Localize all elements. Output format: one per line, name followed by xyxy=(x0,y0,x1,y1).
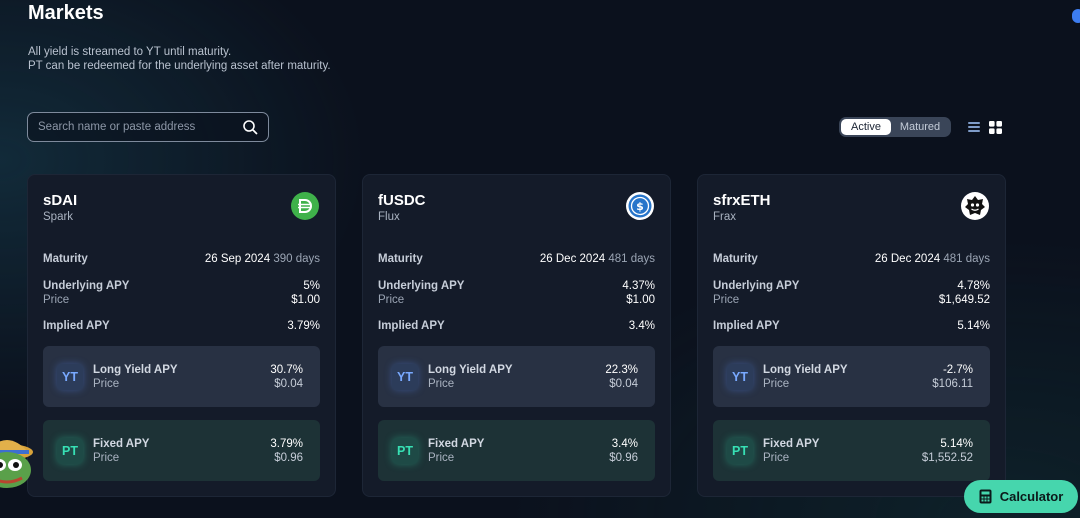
yt-apy: 22.3% xyxy=(605,363,638,376)
yt-box[interactable]: YT Long Yield APY Price -2.7% $106.11 xyxy=(713,346,990,407)
implied-apy-label: Implied APY xyxy=(378,320,445,332)
maturity-date: 26 Dec 2024 xyxy=(874,253,941,265)
yt-price-label: Price xyxy=(93,377,120,390)
yt-label: Long Yield APY xyxy=(93,363,178,376)
market-protocol: Flux xyxy=(378,211,400,223)
pt-badge: PT xyxy=(727,437,753,464)
pt-price-label: Price xyxy=(93,451,120,464)
market-card-sfrxeth[interactable]: sfrxETH Frax Maturity 26 Dec 2024 481 da… xyxy=(697,174,1006,497)
price-label: Price xyxy=(713,294,740,306)
list-view-icon[interactable] xyxy=(968,121,980,133)
usdc-icon: $ xyxy=(626,192,654,220)
search-input[interactable] xyxy=(38,121,242,133)
market-protocol: Frax xyxy=(713,211,736,223)
yt-label: Long Yield APY xyxy=(763,363,848,376)
price-label: Price xyxy=(43,294,70,306)
maturity-label: Maturity xyxy=(713,253,758,265)
pt-price: $1,552.52 xyxy=(921,451,973,464)
pt-badge: PT xyxy=(392,437,418,464)
search-box[interactable] xyxy=(27,112,269,142)
subtitle-line-1: All yield is streamed to YT until maturi… xyxy=(28,46,232,58)
pt-box[interactable]: PT Fixed APY Price 3.4% $0.96 xyxy=(378,420,655,481)
toggle-matured[interactable]: Matured xyxy=(899,121,941,133)
yt-price: $106.11 xyxy=(932,377,973,390)
implied-apy-label: Implied APY xyxy=(43,320,110,332)
maturity-days: 390 days xyxy=(273,253,320,265)
underlying-apy-label: Underlying APY xyxy=(713,280,800,292)
market-name: fUSDC xyxy=(378,192,426,209)
price-label: Price xyxy=(378,294,405,306)
maturity-label: Maturity xyxy=(378,253,423,265)
page-title: Markets xyxy=(28,2,104,24)
yt-box[interactable]: YT Long Yield APY Price 30.7% $0.04 xyxy=(43,346,320,407)
yt-apy: -2.7% xyxy=(942,363,973,376)
maturity-date: 26 Dec 2024 xyxy=(539,253,606,265)
pt-label: Fixed APY xyxy=(93,437,150,450)
underlying-apy-label: Underlying APY xyxy=(43,280,130,292)
implied-apy-label: Implied APY xyxy=(713,320,780,332)
implied-apy-value: 3.4% xyxy=(628,320,655,332)
grid-view-icon[interactable] xyxy=(989,121,1002,134)
calculator-button[interactable]: Calculator xyxy=(964,480,1078,513)
pt-box[interactable]: PT Fixed APY Price 5.14% $1,552.52 xyxy=(713,420,990,481)
pt-apy: 3.4% xyxy=(611,437,638,450)
yt-price-label: Price xyxy=(763,377,790,390)
pt-price-label: Price xyxy=(763,451,790,464)
implied-apy-value: 5.14% xyxy=(957,320,990,332)
mascot-avatar-icon[interactable] xyxy=(0,432,34,490)
yt-box[interactable]: YT Long Yield APY Price 22.3% $0.04 xyxy=(378,346,655,407)
yt-badge: YT xyxy=(727,363,753,390)
maturity-date: 26 Sep 2024 xyxy=(204,253,271,265)
underlying-apy-value: 4.37% xyxy=(622,280,655,292)
pt-badge: PT xyxy=(57,437,83,464)
maturity-label: Maturity xyxy=(43,253,88,265)
market-protocol: Spark xyxy=(43,211,74,223)
pt-label: Fixed APY xyxy=(428,437,485,450)
market-card-fusdc[interactable]: fUSDC Flux $ Maturity 26 Dec 2024 481 da… xyxy=(362,174,671,497)
maturity-days: 481 days xyxy=(943,253,990,265)
pt-apy: 5.14% xyxy=(940,437,973,450)
market-card-sdai[interactable]: sDAI Spark Maturity 26 Sep 2024 390 days… xyxy=(27,174,336,497)
pt-label: Fixed APY xyxy=(763,437,820,450)
yt-apy: 30.7% xyxy=(270,363,303,376)
pt-price: $0.96 xyxy=(609,451,638,464)
corner-indicator xyxy=(1072,9,1080,23)
underlying-price-value: $1,649.52 xyxy=(938,294,990,306)
yt-badge: YT xyxy=(57,363,83,390)
pt-price-label: Price xyxy=(428,451,455,464)
frax-icon xyxy=(961,192,989,220)
maturity-days: 481 days xyxy=(608,253,655,265)
yt-price: $0.04 xyxy=(609,377,638,390)
toggle-active[interactable]: Active xyxy=(841,119,891,135)
market-name: sfrxETH xyxy=(713,192,771,209)
market-name: sDAI xyxy=(43,192,78,209)
underlying-apy-value: 4.78% xyxy=(957,280,990,292)
pt-price: $0.96 xyxy=(274,451,303,464)
yt-price: $0.04 xyxy=(274,377,303,390)
yt-badge: YT xyxy=(392,363,418,390)
pt-box[interactable]: PT Fixed APY Price 3.79% $0.96 xyxy=(43,420,320,481)
calculator-label: Calculator xyxy=(999,489,1064,504)
search-icon[interactable] xyxy=(242,119,258,135)
underlying-apy-label: Underlying APY xyxy=(378,280,465,292)
underlying-apy-value: 5% xyxy=(303,280,320,292)
status-toggle: Active Matured xyxy=(839,117,951,137)
dai-icon xyxy=(291,192,319,220)
calculator-icon xyxy=(979,489,992,504)
underlying-price-value: $1.00 xyxy=(291,294,320,306)
page-description: All yield is streamed to YT until maturi… xyxy=(28,45,331,73)
pt-apy: 3.79% xyxy=(270,437,303,450)
svg-text:$: $ xyxy=(636,200,644,213)
subtitle-line-2: PT can be redeemed for the underlying as… xyxy=(28,60,331,72)
yt-price-label: Price xyxy=(428,377,455,390)
underlying-price-value: $1.00 xyxy=(626,294,655,306)
yt-label: Long Yield APY xyxy=(428,363,513,376)
implied-apy-value: 3.79% xyxy=(287,320,320,332)
